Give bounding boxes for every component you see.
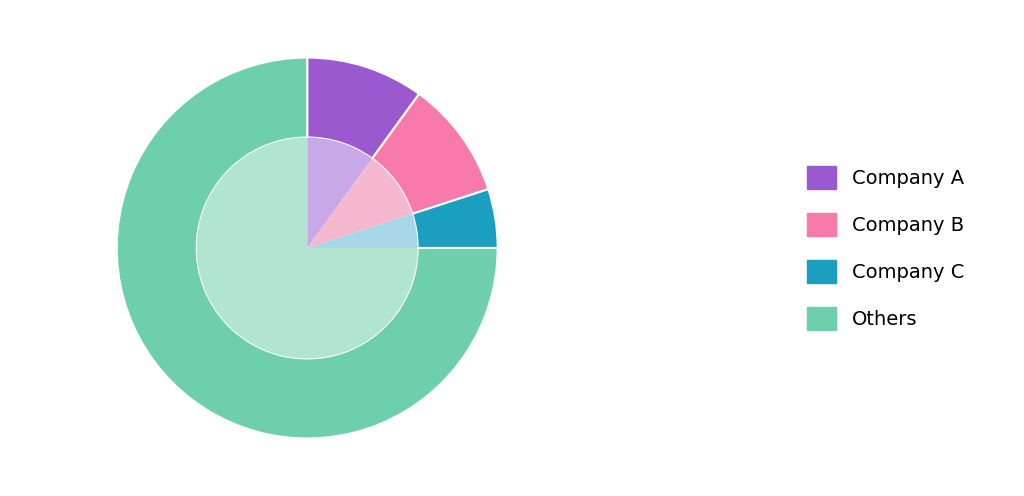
Legend: Company A, Company B, Company C, Others: Company A, Company B, Company C, Others [787,146,984,350]
Wedge shape [307,58,419,159]
Wedge shape [307,137,372,248]
Wedge shape [197,137,418,359]
Wedge shape [307,159,413,248]
Wedge shape [307,214,418,248]
Wedge shape [117,58,498,438]
Wedge shape [372,94,488,214]
Wedge shape [413,189,498,248]
